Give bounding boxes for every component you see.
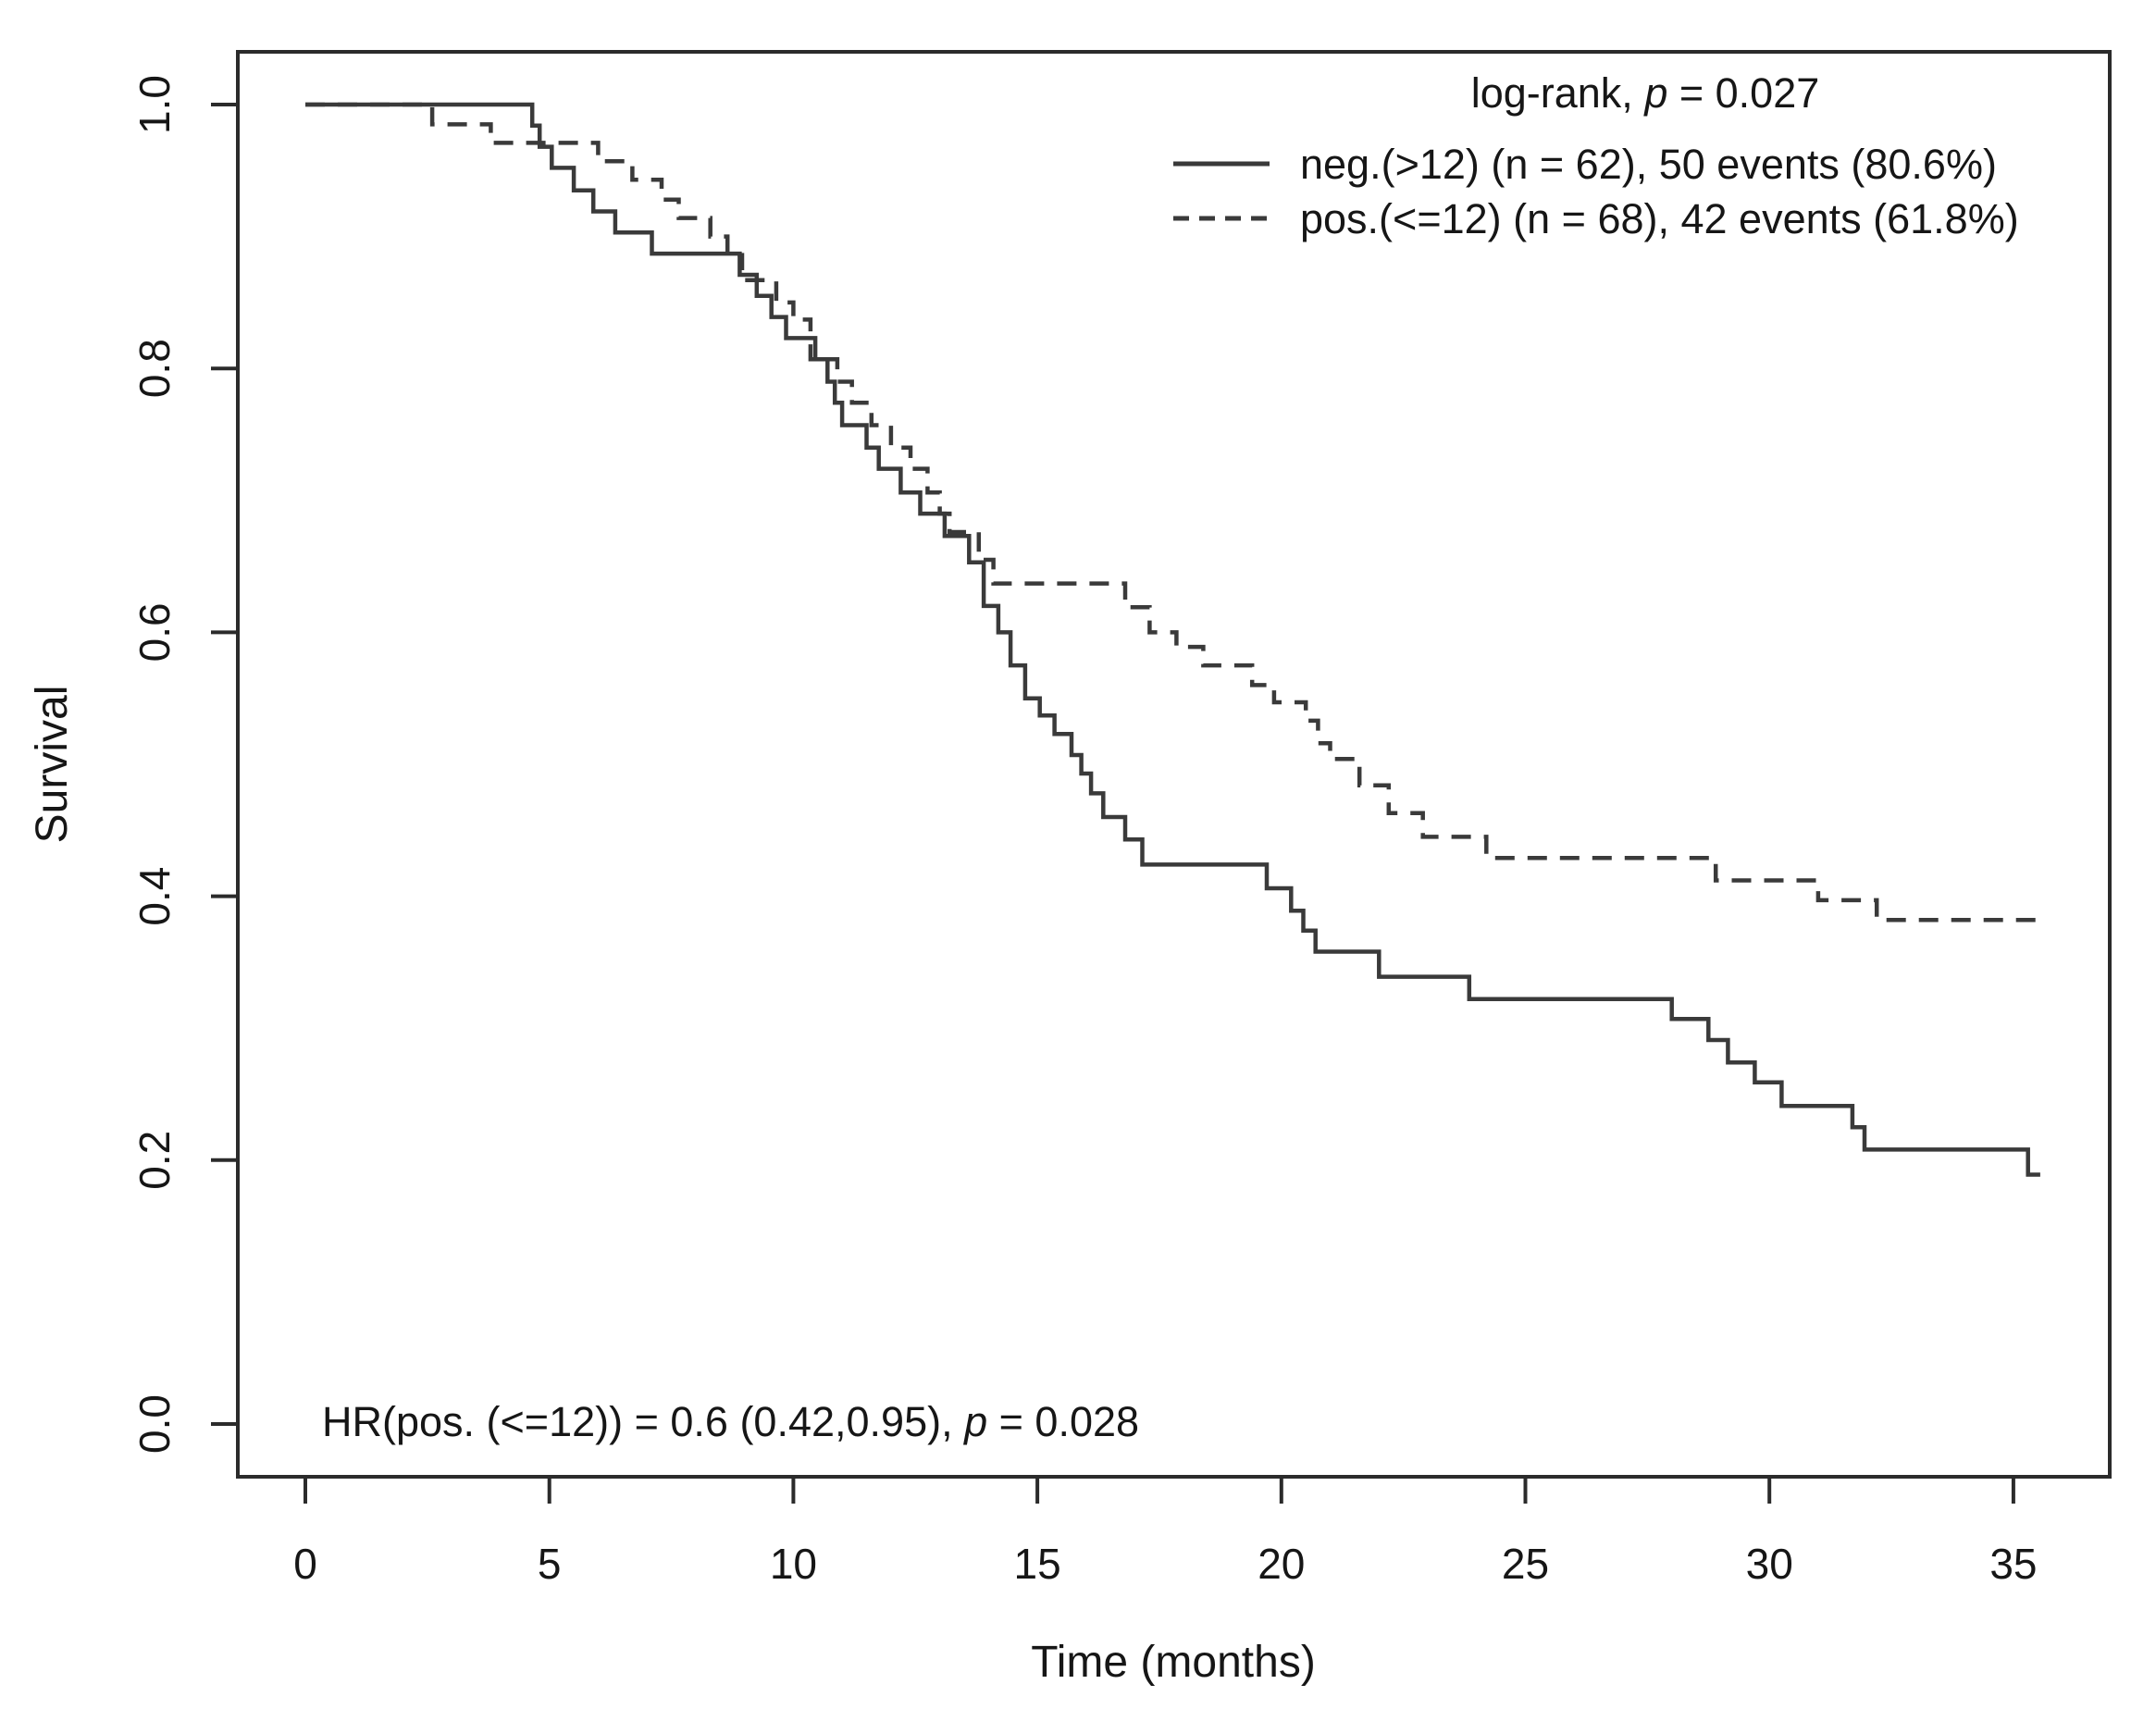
x-tick-label: 15 <box>1014 1540 1061 1588</box>
hr-annotation: HR(pos. (<=12)) = 0.6 (0.42,0.95), p = 0… <box>322 1398 1139 1445</box>
y-tick-label: 0.2 <box>130 1131 179 1190</box>
legend: log-rank, p = 0.027 neg.(>12) (n = 62), … <box>1173 69 2019 242</box>
logrank-suffix: = 0.027 <box>1667 69 1819 117</box>
x-tick-label: 0 <box>293 1540 317 1588</box>
logrank-prefix: log-rank, <box>1471 69 1645 117</box>
legend-label-neg: neg.(>12) (n = 62), 50 events (80.6%) <box>1300 141 1997 188</box>
hr-p-symbol: p <box>962 1398 987 1445</box>
y-tick-label: 1.0 <box>130 75 179 134</box>
x-tick-label: 10 <box>770 1540 817 1588</box>
hr-suffix: = 0.028 <box>987 1398 1139 1445</box>
survival-curves <box>305 102 2043 1177</box>
y-axis: 0.0 0.2 0.4 0.6 0.8 1.0 <box>130 75 238 1454</box>
x-tick-label: 5 <box>538 1540 562 1588</box>
x-tick-label: 20 <box>1258 1540 1305 1588</box>
y-axis-label: Survival <box>28 686 77 844</box>
legend-label-pos: pos.(<=12) (n = 68), 42 events (61.8%) <box>1300 195 2019 242</box>
hr-prefix: HR(pos. (<=12)) = 0.6 (0.42,0.95), <box>322 1398 964 1445</box>
logrank-p-symbol: p <box>1642 69 1667 117</box>
y-tick-label: 0.6 <box>130 602 179 662</box>
plot-frame <box>236 50 2112 1479</box>
x-tick-label: 25 <box>1502 1540 1549 1588</box>
y-tick-label: 0.0 <box>130 1394 179 1454</box>
km-curve-neg <box>305 102 2040 1177</box>
y-tick-label: 0.4 <box>130 867 179 926</box>
x-tick-label: 35 <box>1989 1540 2037 1588</box>
x-axis-label: Time (months) <box>1031 1638 1316 1687</box>
y-tick-label: 0.8 <box>130 339 179 398</box>
x-axis: 0 5 10 15 20 25 30 35 <box>293 1477 2037 1588</box>
x-tick-label: 30 <box>1746 1540 1793 1588</box>
logrank-annotation: log-rank, p = 0.027 <box>1471 69 1820 117</box>
